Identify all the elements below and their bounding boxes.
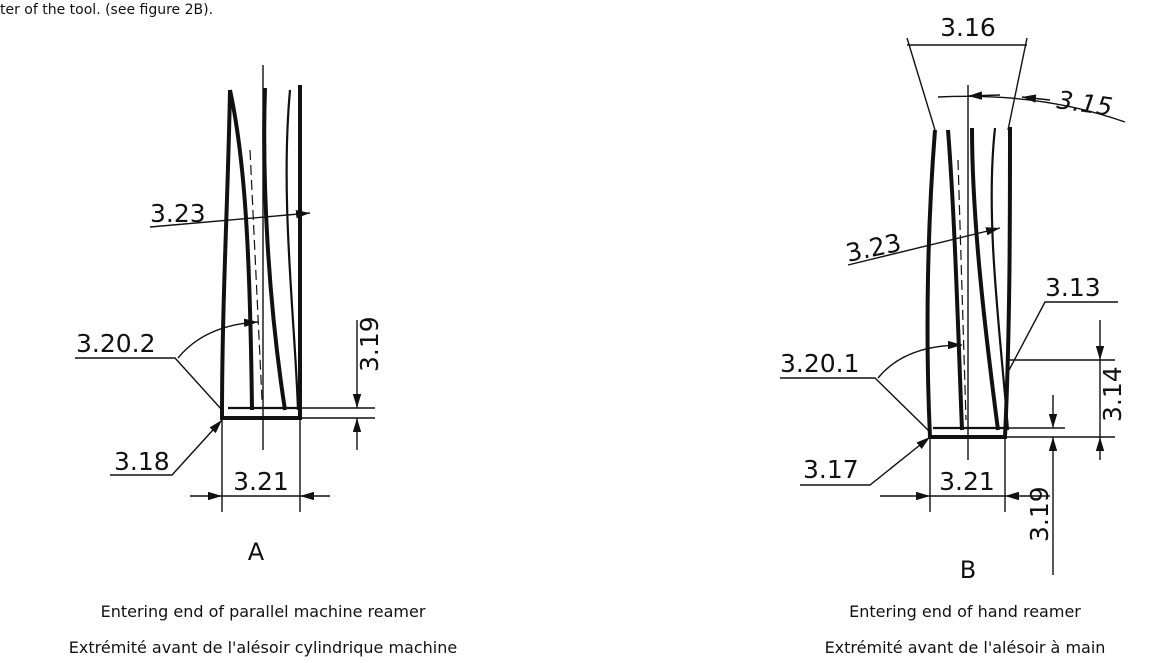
caption-en: Entering end of parallel machine reamer <box>101 602 426 621</box>
figure-letter: A <box>248 538 265 566</box>
label-3-19: 3.19 <box>355 316 384 372</box>
label-3-15: 3.15 <box>1055 85 1114 121</box>
label-3-21: 3.21 <box>233 467 289 496</box>
caption-fr: Extrémité avant de l'alésoir cylindrique… <box>69 638 457 657</box>
label-3-18: 3.18 <box>114 447 170 476</box>
label-3-23-b: 3.23 <box>843 228 903 268</box>
label-3-20-1: 3.20.1 <box>780 349 860 378</box>
header-text: ter of the tool. (see figure 2B). <box>0 2 213 18</box>
figure-b: 3.16 3.15 3.23 3.13 3.20.1 3.14 3.17 3.2… <box>780 13 1127 657</box>
label-3-19-b: 3.19 <box>1025 486 1054 542</box>
label-3-16: 3.16 <box>940 13 996 42</box>
label-3-23: 3.23 <box>150 199 206 228</box>
label-3-13: 3.13 <box>1045 273 1101 302</box>
label-3-20-2: 3.20.2 <box>76 329 156 358</box>
drawing-sheet: ter of the tool. (see figure 2B). 3.23 3… <box>0 0 1155 663</box>
figure-a: 3.23 3.20.2 3.18 3.19 3.21 A Entering en… <box>69 65 457 657</box>
caption-fr: Extrémité avant de l'alésoir à main <box>825 638 1106 657</box>
label-3-17: 3.17 <box>803 455 859 484</box>
label-3-21-b: 3.21 <box>939 467 995 496</box>
figure-letter: B <box>960 556 976 584</box>
caption-en: Entering end of hand reamer <box>849 602 1081 621</box>
label-3-14: 3.14 <box>1098 366 1127 422</box>
